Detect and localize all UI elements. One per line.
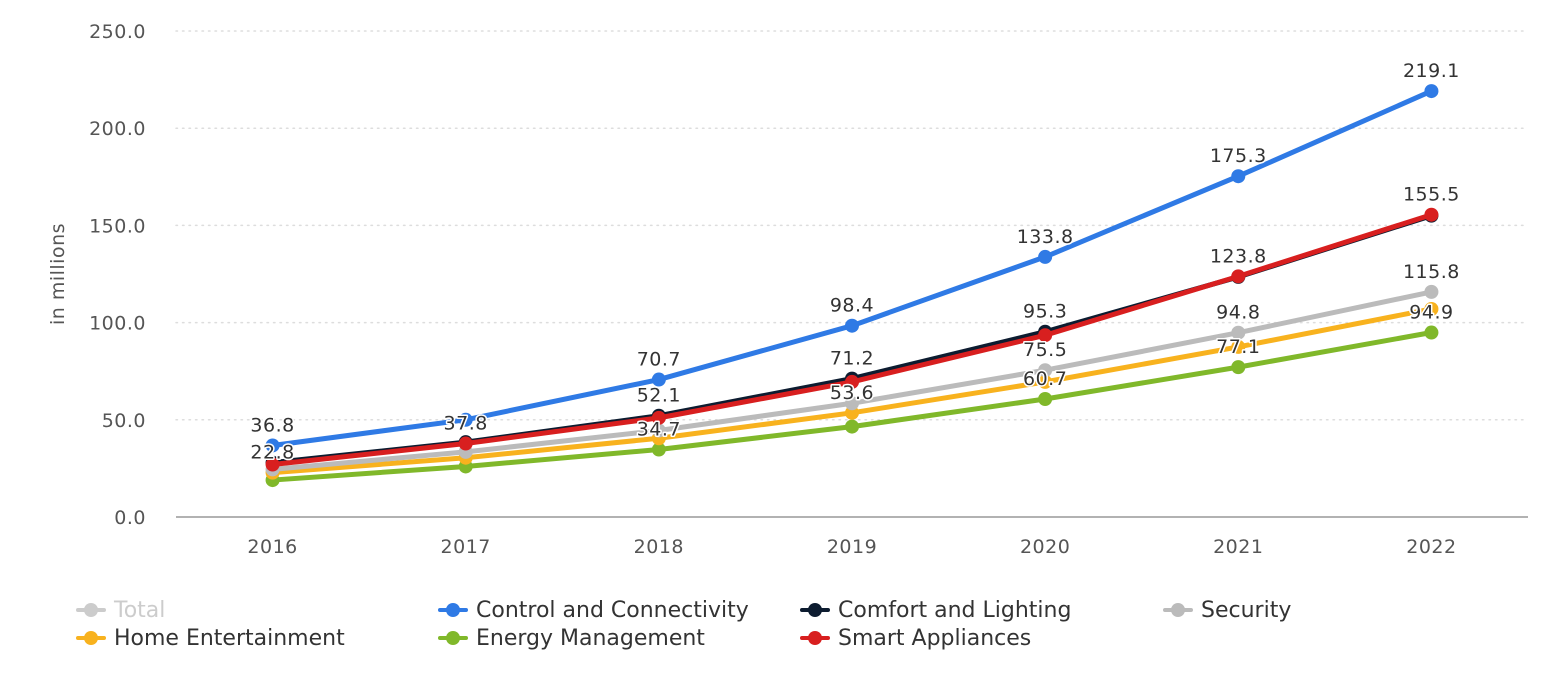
y-tick-label: 0.0 [114,507,146,529]
legend-marker-icon [1163,603,1193,617]
data-point-home[interactable] [1424,301,1439,316]
data-label-control: 70.7 [637,349,681,371]
data-point-control[interactable] [845,318,859,333]
data-label-control: 219.1 [1403,60,1460,82]
data-point-security[interactable] [1424,284,1439,299]
data-point-energy[interactable] [1231,360,1246,375]
x-tick-label: 2022 [1406,536,1456,558]
data-label-control: 175.3 [1210,145,1267,167]
data-label-home: 22.8 [250,442,294,464]
data-labels: 36.8 70.7 98.4 133.8 175.3 219.1 52.1 71.2 95.3 7… [249,59,1461,466]
data-label-energy: 34.7 [637,419,681,441]
legend-item-control-and-connectivity[interactable]: Control and Connectivity [438,596,749,624]
data-point-control[interactable] [1038,249,1053,264]
data-point-security[interactable] [1231,325,1246,340]
legend-item-comfort-and-lighting[interactable]: Comfort and Lighting [800,596,1071,624]
data-point-energy[interactable] [1424,325,1439,340]
data-point-appliances[interactable] [1038,328,1053,343]
data-point-control[interactable] [265,438,280,453]
data-label-energy: 60.7 [1023,368,1067,390]
data-point-security[interactable] [1038,363,1053,378]
x-tick-label: 2020 [1020,536,1070,558]
data-label-comfort: 71.2 [830,348,874,370]
data-point-control[interactable] [458,412,473,427]
data-label-control: 36.8 [250,414,294,436]
data-point-security[interactable] [651,423,666,438]
data-point-appliances[interactable] [265,457,280,472]
legend-item-security[interactable]: Security [1163,596,1291,624]
legend-marker-icon [800,603,830,617]
data-point-home[interactable] [1038,374,1053,389]
legend-label: Smart Appliances [838,625,1032,651]
data-point-home[interactable] [1231,339,1246,354]
data-label-energy: 94.9 [1409,302,1453,324]
y-tick-label: 200.0 [89,118,146,140]
data-point-control[interactable] [651,372,666,387]
axes: 0.0 50.0 100.0 150.0 200.0 250.0 2016 2017 2018 2… [47,21,1528,558]
data-point-energy[interactable] [845,419,859,434]
data-label-home: 53.6 [830,382,874,404]
y-tick-label: 250.0 [89,21,146,43]
data-point-appliances[interactable] [1231,269,1246,284]
data-label-security: 115.8 [1403,261,1460,283]
data-label-appliances: 123.8 [1210,245,1267,267]
data-label-security: 94.8 [1216,302,1260,324]
data-label-appliances: 155.5 [1403,184,1460,206]
legend-label: Comfort and Lighting [838,597,1072,623]
data-point-control[interactable] [1424,84,1439,99]
legend-item-energy-management[interactable]: Energy Management [438,624,705,652]
legend-marker-icon [800,631,830,645]
y-axis-label: in millions [47,223,69,325]
data-label-comfort: 52.1 [637,385,681,407]
legend-label: Total [114,597,166,623]
data-point-appliances[interactable] [845,374,859,389]
data-point-appliances[interactable] [651,410,666,425]
data-label-appliances: 37.8 [444,413,488,435]
legend-marker-icon [76,603,106,617]
data-point-energy[interactable] [651,442,666,457]
legend-marker-icon [76,631,106,645]
data-label-energy: 77.1 [1216,336,1260,358]
line-chart: 0.0 50.0 100.0 150.0 200.0 250.0 2016 2017 2018 2… [47,21,1529,558]
series-control [265,84,1439,453]
data-label-security: 75.5 [1023,339,1067,361]
y-tick-label: 100.0 [89,313,146,335]
x-tick-label: 2016 [247,536,297,558]
legend-item-total[interactable]: Total [76,596,165,624]
data-label-comfort: 95.3 [1023,301,1067,323]
data-point-control[interactable] [1231,169,1246,184]
x-tick-label: 2021 [1213,536,1263,558]
series-appliances [265,207,1439,472]
legend-item-smart-appliances[interactable]: Smart Appliances [800,624,1031,652]
legend-item-home-entertainment[interactable]: Home Entertainment [76,624,345,652]
y-tick-label: 150.0 [89,215,146,237]
x-tick-label: 2017 [441,536,491,558]
y-tick-label: 50.0 [102,410,146,432]
legend-label: Security [1201,597,1292,623]
series-lines [265,84,1439,488]
legend-label: Energy Management [476,625,705,651]
data-point-appliances[interactable] [458,436,473,451]
x-tick-label: 2018 [634,536,684,558]
data-point-energy[interactable] [1038,391,1053,406]
data-point-security[interactable] [845,396,859,411]
legend-marker-icon [438,603,468,617]
x-tick-label: 2019 [827,536,877,558]
data-label-control: 98.4 [830,295,874,317]
legend-label: Control and Connectivity [476,597,749,623]
legend-label: Home Entertainment [114,625,345,651]
data-label-control: 133.8 [1017,226,1074,248]
data-point-appliances[interactable] [1424,207,1439,222]
series-energy [265,325,1439,488]
legend-marker-icon [438,631,468,645]
